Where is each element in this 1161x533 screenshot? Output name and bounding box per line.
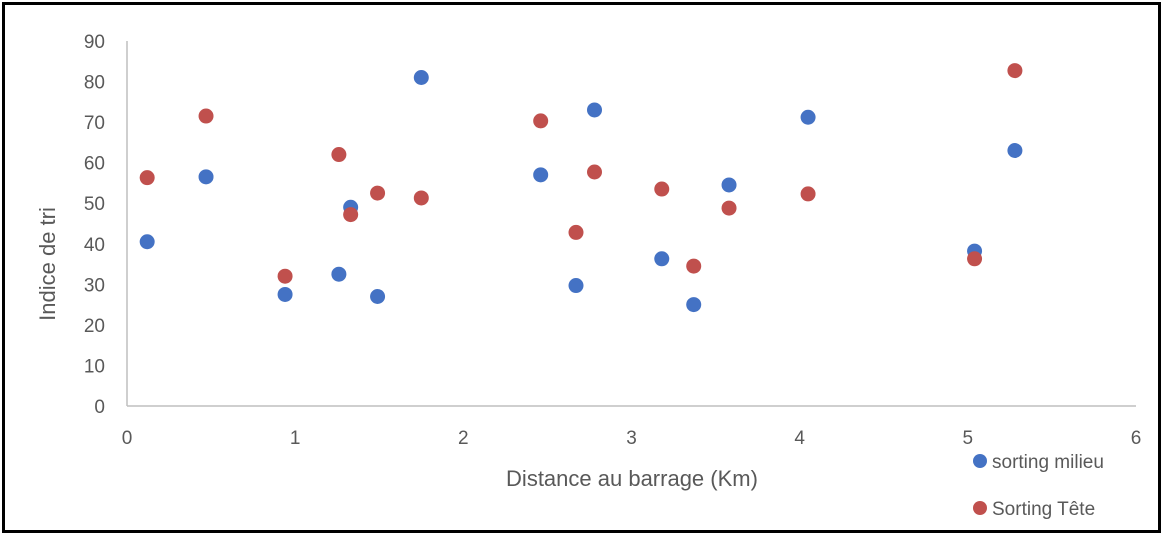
y-axis-title: Indice de tri [35, 207, 60, 321]
point-sorting-milieu [721, 177, 737, 193]
point-sorting-tete [967, 251, 983, 267]
legend: sorting milieu Sorting Tête [973, 452, 1104, 520]
point-sorting-milieu [198, 169, 214, 185]
y-tick-label: 80 [84, 73, 105, 94]
x-axis-title: Distance au barrage (Km) [506, 466, 758, 491]
point-sorting-milieu [587, 102, 603, 118]
y-tick-label: 70 [84, 113, 105, 134]
legend-item-sorting-tete: Sorting Tête [973, 499, 1095, 520]
point-sorting-tete [139, 170, 155, 186]
point-sorting-tete [413, 190, 429, 206]
x-tick-label: 1 [290, 428, 301, 449]
point-sorting-tete [343, 207, 359, 223]
point-sorting-tete [370, 185, 386, 201]
data-points [139, 63, 1023, 313]
point-sorting-tete [1007, 63, 1023, 79]
point-sorting-tete [587, 164, 603, 180]
x-tick-label: 4 [794, 428, 805, 449]
x-tick-label: 3 [626, 428, 637, 449]
y-tick-labels: 0 10 20 30 40 50 60 70 80 90 [84, 32, 105, 418]
point-sorting-milieu [331, 266, 347, 282]
point-sorting-tete [533, 113, 549, 129]
x-tick-label: 0 [122, 428, 133, 449]
x-tick-label: 6 [1131, 428, 1142, 449]
legend-marker-sorting-milieu [973, 454, 987, 468]
y-tick-label: 60 [84, 154, 105, 175]
point-sorting-milieu [533, 167, 549, 183]
point-sorting-milieu [139, 234, 155, 250]
point-sorting-milieu [686, 297, 702, 313]
y-tick-label: 10 [84, 356, 105, 377]
x-tick-labels: 0 1 2 3 4 5 6 [122, 428, 1142, 449]
point-sorting-milieu [370, 289, 386, 304]
y-tick-label: 30 [84, 275, 105, 296]
legend-label-sorting-milieu: sorting milieu [992, 452, 1104, 473]
point-sorting-milieu [800, 109, 816, 125]
point-sorting-tete [686, 258, 702, 274]
point-sorting-tete [331, 147, 347, 163]
point-sorting-milieu [654, 251, 670, 267]
axes [126, 41, 1136, 407]
point-sorting-tete [198, 108, 214, 124]
point-sorting-tete [568, 224, 584, 240]
point-sorting-tete [721, 200, 737, 216]
y-tick-label: 90 [84, 32, 105, 53]
point-sorting-milieu [413, 70, 429, 85]
y-tick-label: 40 [84, 235, 105, 256]
legend-label-sorting-tete: Sorting Tête [992, 499, 1095, 520]
x-tick-label: 2 [458, 428, 469, 449]
legend-item-sorting-milieu: sorting milieu [973, 452, 1104, 473]
point-sorting-tete [800, 186, 816, 202]
point-sorting-milieu [277, 286, 293, 302]
point-sorting-milieu [568, 278, 584, 294]
x-tick-label: 5 [963, 428, 974, 449]
point-sorting-tete [277, 268, 293, 284]
y-tick-label: 0 [94, 397, 105, 418]
point-sorting-milieu [1007, 143, 1023, 158]
legend-marker-sorting-tete [973, 501, 987, 515]
y-tick-label: 20 [84, 316, 105, 337]
point-sorting-tete [654, 181, 670, 197]
y-tick-label: 50 [84, 194, 105, 215]
